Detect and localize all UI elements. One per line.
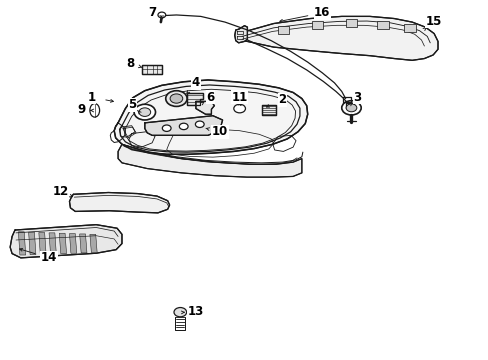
Polygon shape	[69, 234, 77, 253]
Circle shape	[174, 307, 186, 317]
Text: 12: 12	[53, 185, 69, 198]
Text: 15: 15	[425, 14, 442, 27]
Polygon shape	[90, 234, 97, 252]
Circle shape	[139, 108, 150, 116]
Text: 1: 1	[87, 91, 95, 104]
Circle shape	[233, 104, 245, 113]
Circle shape	[346, 104, 356, 112]
Polygon shape	[311, 21, 323, 29]
Circle shape	[165, 91, 187, 107]
Polygon shape	[144, 116, 222, 135]
Ellipse shape	[90, 104, 100, 117]
Polygon shape	[118, 144, 301, 177]
Polygon shape	[114, 80, 307, 154]
Circle shape	[179, 123, 188, 130]
Text: 7: 7	[148, 6, 156, 19]
Text: 16: 16	[313, 6, 330, 19]
Polygon shape	[261, 105, 276, 115]
Polygon shape	[277, 26, 288, 33]
Polygon shape	[10, 225, 122, 258]
Polygon shape	[29, 232, 36, 255]
Polygon shape	[39, 233, 46, 254]
Circle shape	[170, 94, 183, 103]
Circle shape	[195, 121, 203, 127]
Polygon shape	[403, 24, 415, 32]
Polygon shape	[196, 102, 214, 114]
Text: 6: 6	[206, 91, 214, 104]
Circle shape	[162, 125, 171, 131]
Text: 4: 4	[191, 76, 200, 89]
Polygon shape	[376, 21, 388, 28]
Text: 8: 8	[126, 57, 135, 71]
Polygon shape	[234, 26, 247, 43]
Polygon shape	[345, 19, 357, 27]
Text: 3: 3	[352, 91, 361, 104]
Polygon shape	[240, 17, 437, 60]
Text: 14: 14	[41, 251, 57, 264]
Circle shape	[134, 104, 155, 120]
Circle shape	[158, 12, 165, 18]
Polygon shape	[80, 234, 87, 253]
Polygon shape	[187, 93, 203, 105]
Text: 13: 13	[187, 305, 203, 318]
Text: 10: 10	[212, 125, 228, 138]
Circle shape	[341, 101, 361, 115]
Polygon shape	[19, 232, 26, 255]
Polygon shape	[142, 65, 162, 73]
Text: 2: 2	[278, 94, 286, 107]
Text: 5: 5	[128, 99, 137, 112]
Polygon shape	[49, 233, 56, 254]
Polygon shape	[59, 233, 66, 253]
Polygon shape	[69, 193, 169, 213]
Text: 11: 11	[231, 91, 247, 104]
Text: 9: 9	[77, 103, 85, 117]
